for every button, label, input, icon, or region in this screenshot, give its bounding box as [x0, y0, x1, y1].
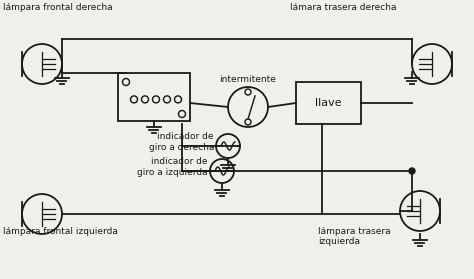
Bar	[118, 73, 190, 121]
Text: intermitente: intermitente	[219, 75, 276, 84]
Circle shape	[409, 168, 415, 174]
Text: indicador de
giro a derecha: indicador de giro a derecha	[149, 132, 214, 152]
Text: indicador de
giro a izquierda: indicador de giro a izquierda	[137, 157, 208, 177]
Text: lámara trasera derecha: lámara trasera derecha	[290, 3, 396, 12]
Text: lámpara frontal izquierda: lámpara frontal izquierda	[3, 227, 118, 236]
Text: llave: llave	[315, 98, 342, 108]
Text: lámpara frontal derecha: lámpara frontal derecha	[3, 3, 113, 12]
Bar	[296, 82, 361, 124]
Text: lámpara trasera
izquierda: lámpara trasera izquierda	[318, 227, 391, 246]
